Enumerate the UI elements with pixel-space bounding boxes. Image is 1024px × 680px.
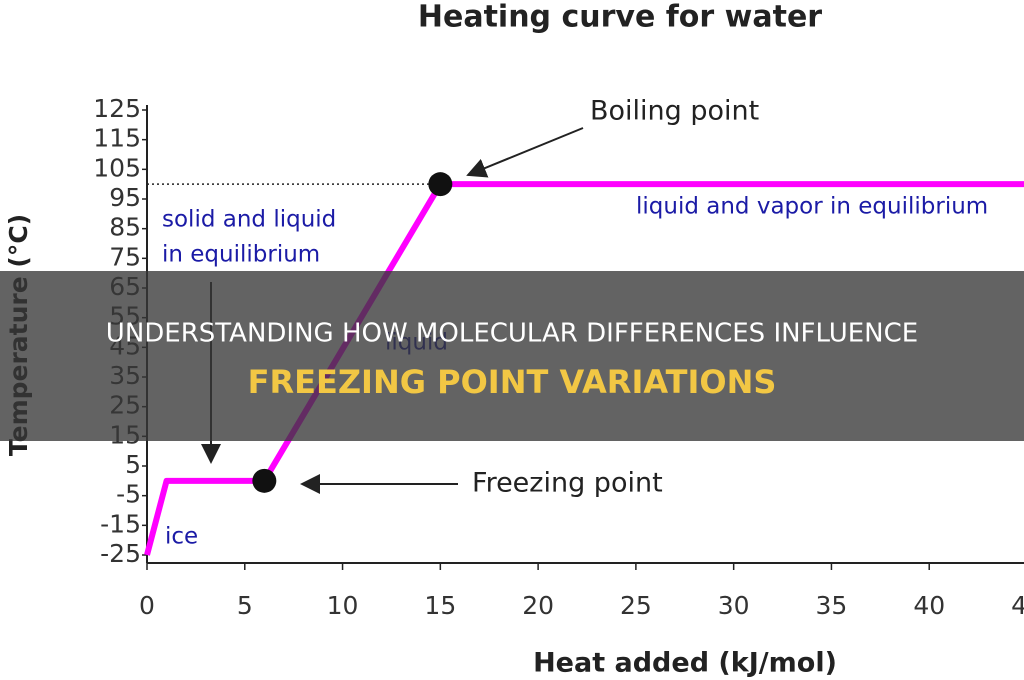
x-tick-label: 10 xyxy=(327,591,359,620)
banner-line2: FREEZING POINT VARIATIONS xyxy=(248,363,777,401)
x-tick-label: 40 xyxy=(913,591,945,620)
annotation: ice xyxy=(165,524,198,550)
y-tick-label: -15 xyxy=(100,509,141,538)
y-tick-label: 125 xyxy=(93,94,141,123)
chart-title: Heating curve for water xyxy=(418,0,822,35)
point xyxy=(252,468,277,493)
banner xyxy=(0,271,1024,441)
y-tick-label: 85 xyxy=(109,213,141,242)
annotation: Boiling point xyxy=(590,96,759,127)
x-axis-title: Heat added (kJ/mol) xyxy=(533,648,837,679)
annotation: in equilibrium xyxy=(162,242,320,268)
y-tick-label: 5 xyxy=(125,450,141,479)
y-tick-label: 105 xyxy=(93,153,141,182)
x-tick-label: 0 xyxy=(139,591,155,620)
x-tick-label: 45 xyxy=(1011,591,1024,620)
annotation: Freezing point xyxy=(472,468,663,499)
x-tick-label: 35 xyxy=(816,591,848,620)
y-tick-label: 95 xyxy=(109,183,141,212)
x-tick-label: 5 xyxy=(237,591,253,620)
y-tick-label: -5 xyxy=(116,480,141,509)
annotation: liquid and vapor in equilibrium xyxy=(636,194,988,220)
point xyxy=(428,172,453,197)
x-tick-label: 30 xyxy=(718,591,750,620)
x-tick-label: 20 xyxy=(522,591,554,620)
annotation: solid and liquid xyxy=(162,207,336,233)
arrow xyxy=(466,127,584,178)
y-tick-label: 115 xyxy=(93,124,141,153)
x-tick-label: 15 xyxy=(424,591,456,620)
x-tick-label: 25 xyxy=(620,591,652,620)
banner-line1: UNDERSTANDING HOW MOLECULAR DIFFERENCES … xyxy=(106,319,918,349)
y-tick-label: -25 xyxy=(100,539,141,568)
y-tick-label: 75 xyxy=(109,242,141,271)
